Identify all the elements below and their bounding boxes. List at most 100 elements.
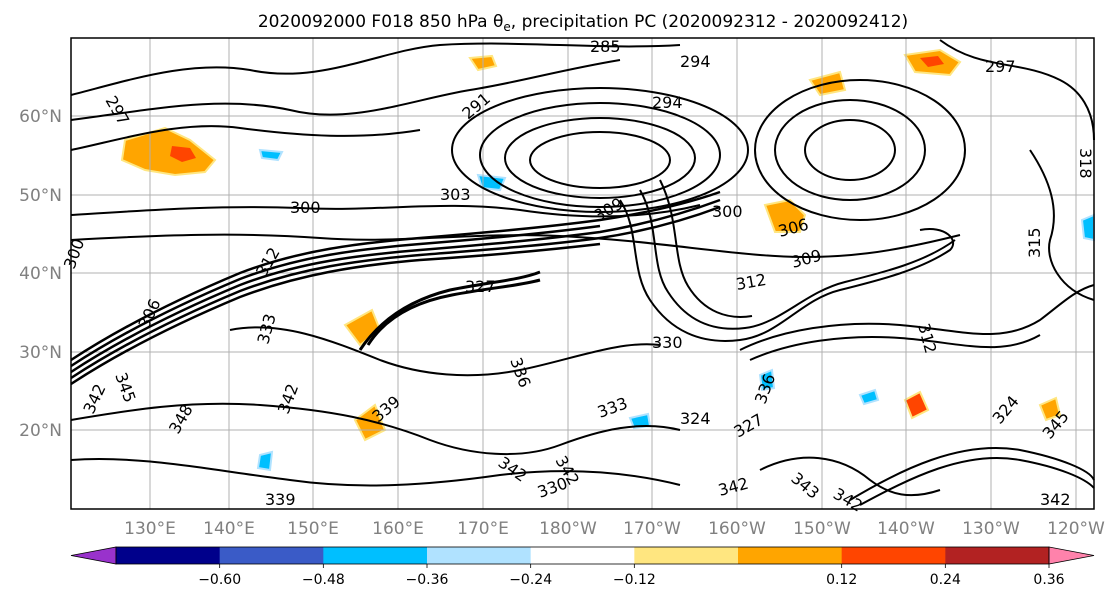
lon-label: 130°E: [124, 519, 176, 539]
colorbar-segment: [945, 547, 1050, 564]
precip-fill-nw: [120, 126, 217, 177]
contour-sub-1: [70, 402, 681, 456]
precip-fills: [120, 48, 1095, 472]
colorbar-tick-label: 0.24: [930, 572, 961, 588]
contour-label: 303: [440, 185, 471, 204]
lat-label: 50°N: [19, 186, 62, 206]
colorbar-segment: [323, 547, 428, 564]
lon-label: 160°W: [708, 519, 766, 539]
lon-label: 140°W: [877, 519, 935, 539]
precip-fill-blue-5: [858, 388, 880, 406]
precip-fill-blue-6: [1080, 213, 1095, 242]
colorbar-segment: [530, 547, 635, 564]
precip-fill-alaska-core: [920, 56, 944, 67]
contour-sub-2: [70, 458, 681, 487]
longitude-axis: 130°E 140°E 150°E 160°E 170°E 180°W 170°…: [124, 519, 1105, 539]
map-panel: 285 294 297 291 297 294 303 300 309 300 …: [60, 37, 1095, 516]
precip-fill-blue-4: [256, 450, 274, 472]
map-title: 2020092000 F018 850 hPa θe, precipitatio…: [258, 12, 908, 34]
colorbar-segment: [427, 547, 532, 564]
colorbar-segment: [738, 547, 843, 564]
gulf-ring-3: [754, 79, 966, 221]
lon-label: 160°E: [372, 519, 424, 539]
contour-label: 294: [652, 93, 683, 112]
lon-label: 170°W: [623, 519, 681, 539]
lon-label: 120°W: [1047, 519, 1105, 539]
contour-label: 327: [465, 277, 496, 296]
contour-n1: [70, 42, 681, 96]
contour-trough-3: [659, 179, 753, 318]
contour-label: 297: [985, 57, 1016, 76]
colorbar-frame: [115, 546, 1050, 565]
colorbar-tick-label: −0.12: [613, 572, 656, 588]
colorbar-extend-high: [1048, 546, 1095, 565]
lon-label: 180°W: [539, 519, 597, 539]
lat-label: 30°N: [19, 343, 62, 363]
gulf-ring-2: [774, 99, 926, 201]
cyclone-ring-1: [529, 131, 671, 189]
contour-se-2: [859, 456, 1095, 506]
gridlines: [71, 38, 1094, 509]
colorbar: −0.60−0.48−0.36−0.24−0.120.120.240.360.4…: [70, 546, 1095, 588]
precip-fill-central: [763, 198, 807, 233]
contour-se-1: [849, 447, 1095, 501]
colorbar-tick-label: 0.12: [826, 572, 857, 588]
precip-fill-nw-core: [170, 146, 196, 162]
map-frame: [70, 37, 1095, 510]
colorbar-tick-label: −0.60: [198, 572, 241, 588]
contour-se-3: [759, 456, 941, 497]
contour-label: 285: [590, 37, 621, 56]
contour-east-2: [749, 334, 1041, 361]
theta-e-contours: [70, 39, 1095, 506]
contour-n3: [70, 125, 421, 151]
colorbar-extend-low: [70, 546, 117, 565]
colorbar-segment: [116, 547, 221, 564]
contour-trough-1: [619, 199, 955, 342]
colorbar-tick-label: −0.24: [509, 572, 552, 588]
precip-fill-blue-1: [476, 173, 507, 192]
contour-hook-1: [358, 270, 541, 351]
contour-label: 300: [712, 202, 743, 221]
contour-sub-3: [229, 326, 661, 377]
colorbar-tick-label: −0.48: [302, 572, 345, 588]
lon-label: 140°E: [203, 519, 255, 539]
precip-fill-blue-2: [258, 148, 284, 162]
lon-label: 170°E: [457, 519, 509, 539]
contour-label: 339: [265, 490, 296, 509]
contour-label: 318: [1076, 148, 1095, 179]
contour-trough-2: [639, 189, 956, 330]
contour-east-1: [739, 284, 1095, 351]
colorbar-segment: [841, 547, 946, 564]
lon-label: 130°W: [962, 519, 1020, 539]
lat-label: 40°N: [19, 264, 62, 284]
title-text: 2020092000 F018 850 hPa θe, precipitatio…: [258, 12, 908, 34]
latitude-axis: 60°N 50°N 40°N 30°N 20°N: [19, 107, 62, 441]
contour-hook-2: [366, 278, 541, 346]
frontal-bundle: [70, 190, 721, 386]
contour-n2: [70, 59, 621, 121]
contour-label: 342: [1040, 490, 1071, 509]
precip-fill-blue-3: [758, 368, 776, 392]
contour-label: 324: [680, 409, 711, 428]
precip-fill-east-1: [903, 390, 930, 420]
colorbar-segment: [634, 547, 739, 564]
cyclone-ring-3: [479, 102, 721, 208]
cyclone-ring-2: [504, 117, 696, 199]
contour-ne-1: [939, 39, 1095, 141]
colorbar-segment: [219, 547, 324, 564]
lat-label: 60°N: [19, 107, 62, 127]
contour-ne-2: [1029, 149, 1095, 301]
lat-label: 20°N: [19, 421, 62, 441]
colorbar-tick-label: −0.36: [406, 572, 449, 588]
contour-label: 294: [680, 52, 711, 71]
lon-label: 150°W: [793, 519, 851, 539]
contour-label: 330: [652, 333, 683, 352]
precip-fill-east-2: [1038, 396, 1062, 422]
cyclone-ring-4: [451, 87, 749, 213]
contour-label: 315: [1025, 227, 1044, 258]
lon-label: 150°E: [287, 519, 339, 539]
gulf-ring-1: [804, 119, 896, 181]
colorbar-tick-label: 0.36: [1033, 572, 1064, 588]
contour-label: 300: [290, 198, 321, 217]
